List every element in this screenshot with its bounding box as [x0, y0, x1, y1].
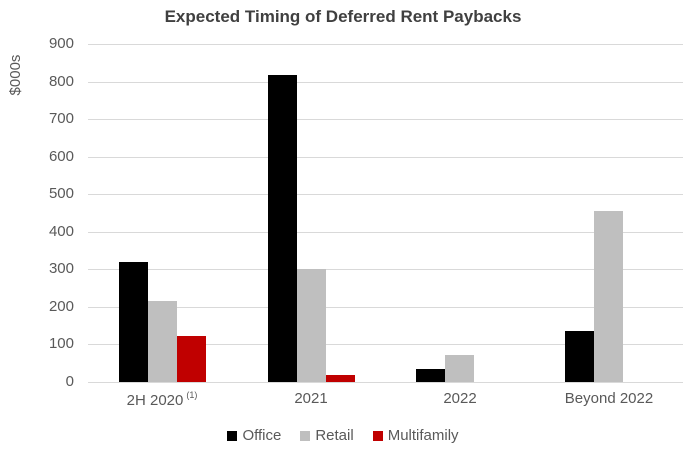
bar-multifamily-2021 [326, 375, 355, 382]
x-label-beyond-2022: Beyond 2022 [564, 390, 654, 407]
gridline-600 [88, 157, 683, 158]
bar-office-beyond-2022 [565, 331, 594, 382]
gridline-500 [88, 194, 683, 195]
gridline-400 [88, 232, 683, 233]
gridline-100 [88, 344, 683, 345]
bar-retail-2022 [445, 355, 474, 382]
y-tick-label-600: 600 [48, 148, 74, 165]
legend-item-multifamily: Multifamily [372, 427, 459, 444]
x-label-2021: 2021 [294, 390, 328, 407]
y-tick-label-500: 500 [48, 185, 74, 202]
bar-retail-beyond-2022 [594, 211, 623, 382]
bar-office-2021 [268, 75, 297, 382]
bar-retail-2h-2020 [148, 301, 177, 382]
bar-office-2h-2020 [119, 262, 148, 382]
bar-multifamily-2h-2020 [177, 336, 206, 382]
legend-label-multifamily: Multifamily [387, 427, 459, 444]
legend: Office Retail Multifamily [0, 427, 686, 444]
x-label-2022: 2022 [443, 390, 477, 407]
gridline-200 [88, 307, 683, 308]
chart-title: Expected Timing of Deferred Rent Payback… [164, 7, 522, 26]
legend-label-retail: Retail [315, 427, 354, 444]
legend-label-office: Office [242, 427, 282, 444]
y-tick-label-0: 0 [65, 373, 74, 390]
plot-area [88, 44, 683, 383]
y-tick-label-200: 200 [48, 298, 74, 315]
gridline-0 [88, 382, 683, 383]
legend-item-office: Office [227, 427, 281, 444]
y-tick-label-900: 900 [48, 35, 74, 52]
legend-swatch-multifamily [372, 430, 383, 441]
legend-item-retail: Retail [300, 427, 354, 444]
gridline-700 [88, 119, 683, 120]
legend-swatch-retail [300, 430, 311, 441]
y-tick-label-300: 300 [48, 260, 74, 277]
y-axis-title: $000s [7, 54, 24, 96]
y-tick-label-800: 800 [48, 73, 74, 90]
footnote-marker: (1) [186, 390, 198, 400]
legend-swatch-office [227, 430, 238, 441]
y-tick-label-400: 400 [48, 223, 74, 240]
gridline-900 [88, 44, 683, 45]
bar-retail-2021 [297, 269, 326, 382]
bar-office-2022 [416, 369, 445, 382]
gridline-300 [88, 269, 683, 270]
gridline-800 [88, 82, 683, 83]
y-tick-label-100: 100 [48, 335, 74, 352]
y-tick-label-700: 700 [48, 110, 74, 127]
x-label-2h-2020: 2H 2020 (1) [126, 390, 198, 409]
